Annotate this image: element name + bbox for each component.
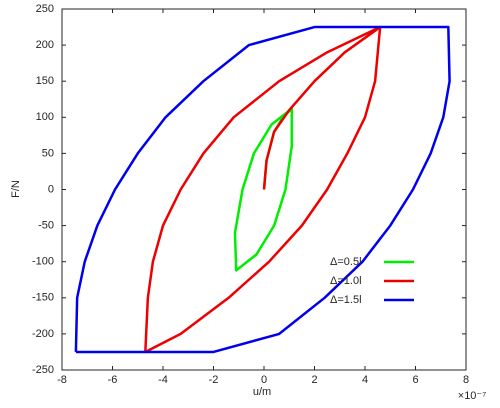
- x-tick-label: 4: [362, 374, 368, 386]
- y-tick-label: 200: [36, 39, 54, 51]
- x-axis-label: u/m: [253, 386, 271, 398]
- y-axis-label: F/N: [10, 180, 22, 198]
- y-tick-label: -250: [32, 364, 54, 376]
- y-tick-label: 50: [42, 147, 54, 159]
- legend-label: Δ=1.0l: [330, 275, 362, 287]
- legend-label: Δ=1.5l: [330, 294, 362, 306]
- y-tick-label: 250: [36, 3, 54, 15]
- line-series: [74, 25, 451, 354]
- x-tick-label: 0: [261, 374, 267, 386]
- x-tick-label: 6: [412, 374, 418, 386]
- y-tick-label: -200: [32, 328, 54, 340]
- legend-label: Δ=0.5l: [330, 256, 362, 268]
- x-tick-label: 8: [463, 374, 469, 386]
- y-tick-label: 100: [36, 111, 54, 123]
- y-tick-label: -50: [38, 220, 54, 232]
- x-tick-label: 2: [311, 374, 317, 386]
- y-tick-label: -100: [32, 256, 54, 268]
- y-tick-label: 150: [36, 75, 54, 87]
- y-tick-label: 0: [48, 183, 54, 195]
- x-tick-label: -4: [158, 374, 168, 386]
- x-tick-label: -6: [108, 374, 118, 386]
- y-tick-label: -150: [32, 292, 54, 304]
- x-multiplier: ×10⁻⁷: [458, 390, 486, 402]
- line-series: [144, 25, 382, 354]
- x-tick-label: -8: [57, 374, 67, 386]
- x-tick-label: -2: [209, 374, 219, 386]
